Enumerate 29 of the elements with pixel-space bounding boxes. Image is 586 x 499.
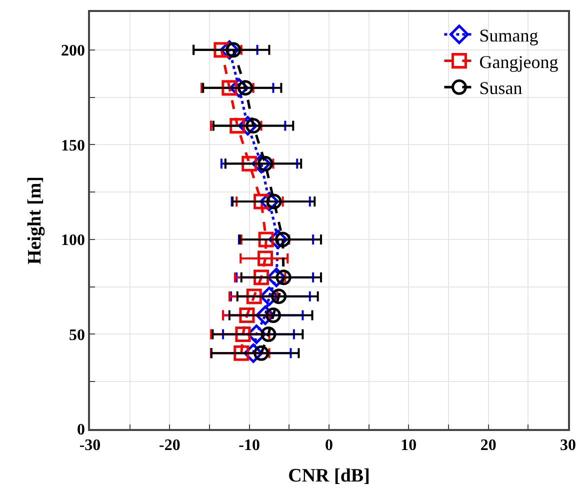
x-tick-label: 0 (325, 436, 333, 454)
legend-label: Susan (479, 78, 522, 98)
legend-label: Gangjeong (479, 52, 558, 72)
point (271, 288, 287, 304)
x-tick-label: 20 (480, 436, 496, 454)
point (239, 308, 255, 324)
y-tick-label: 50 (69, 326, 86, 344)
x-tick-label: -20 (159, 436, 180, 454)
point (258, 250, 274, 266)
point (260, 326, 276, 342)
y-tick-label: 0 (77, 422, 86, 439)
x-tick-label: 30 (560, 436, 576, 454)
y-tick-label: 100 (61, 232, 86, 250)
x-axis-title: CNR [dB] (288, 465, 370, 486)
point (230, 118, 246, 134)
y-tick-label: 150 (61, 137, 86, 154)
point (235, 326, 251, 342)
y-axis-title: Height [m] (24, 176, 46, 265)
point (246, 288, 262, 304)
point (254, 270, 270, 286)
point (222, 80, 238, 96)
point (276, 270, 292, 286)
y-tick-label: 200 (61, 42, 86, 60)
point (258, 232, 274, 248)
x-tick-label: 10 (400, 436, 417, 454)
point (234, 345, 250, 361)
x-tick-label: -30 (79, 436, 101, 454)
x-tick-label: -10 (238, 436, 260, 454)
legend-label: Sumang (479, 25, 538, 46)
